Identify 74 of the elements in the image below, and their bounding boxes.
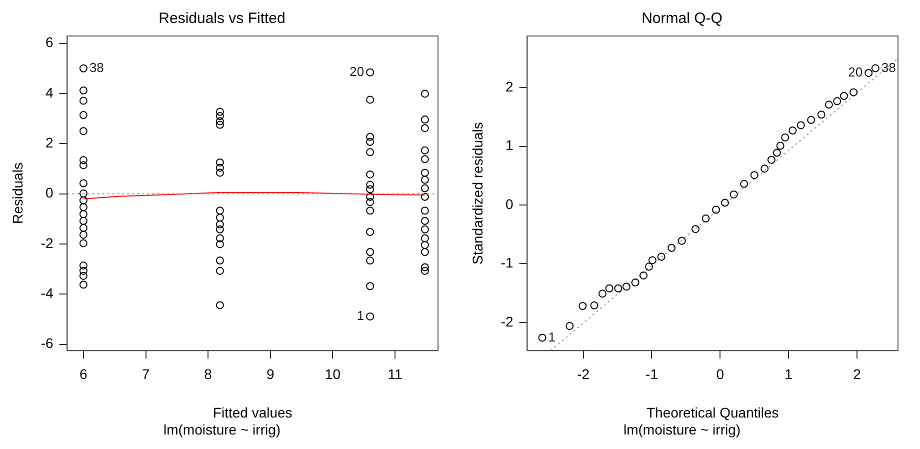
x-tick-label: 8 bbox=[204, 366, 212, 382]
y-axis-title: Standardized residuals bbox=[469, 122, 486, 265]
point bbox=[864, 68, 873, 77]
point bbox=[640, 271, 648, 280]
point bbox=[645, 262, 654, 271]
y-axis-title: Residuals bbox=[9, 162, 26, 224]
text: lm(moisture ~ irrig) bbox=[163, 421, 281, 438]
point bbox=[781, 134, 790, 142]
x-tick-label: -1 bbox=[646, 366, 658, 382]
point bbox=[767, 156, 776, 164]
y-tick-label: 0 bbox=[45, 184, 54, 201]
annotation: 20 bbox=[350, 64, 364, 79]
point bbox=[622, 282, 630, 291]
annotation: 20 bbox=[848, 64, 863, 80]
point bbox=[590, 301, 598, 310]
point bbox=[692, 225, 700, 234]
y-tick-label: -2 bbox=[40, 234, 54, 251]
x-tick-label: 1 bbox=[784, 366, 793, 382]
y-tick-label: -6 bbox=[40, 335, 54, 352]
point bbox=[614, 284, 622, 292]
point bbox=[817, 110, 826, 119]
point bbox=[578, 302, 587, 310]
point bbox=[678, 236, 686, 245]
chart-title: Normal Q-Q bbox=[642, 10, 722, 28]
y-tick-label: -4 bbox=[40, 285, 54, 302]
chart-title: Residuals vs Fitted bbox=[158, 10, 286, 28]
point bbox=[750, 171, 758, 180]
point bbox=[796, 121, 805, 130]
point bbox=[605, 284, 614, 292]
point bbox=[566, 322, 574, 330]
point bbox=[871, 64, 880, 72]
y-tick-label: 0 bbox=[505, 196, 514, 212]
x-tick-label: 7 bbox=[142, 366, 150, 382]
x-tick-label: -2 bbox=[577, 366, 590, 382]
point bbox=[730, 190, 738, 198]
text: lm(moisture ~ irrig) bbox=[623, 421, 741, 438]
y-tick-label: 4 bbox=[45, 84, 54, 100]
x-axis-title: Fitted values bbox=[212, 404, 292, 421]
point bbox=[807, 116, 816, 124]
point bbox=[720, 198, 729, 207]
point bbox=[631, 278, 640, 287]
y-tick-label: 2 bbox=[505, 78, 514, 95]
point bbox=[668, 244, 676, 252]
x-tick-label: 9 bbox=[266, 366, 274, 382]
point bbox=[833, 97, 842, 106]
point bbox=[824, 100, 833, 109]
point bbox=[776, 142, 784, 150]
point bbox=[538, 334, 546, 342]
x-axis-title: Theoretical Quantiles bbox=[646, 404, 779, 421]
point bbox=[702, 214, 710, 223]
x-tick-label: 2 bbox=[853, 366, 862, 382]
point bbox=[850, 88, 858, 96]
point bbox=[740, 180, 748, 188]
x-tick-label: 0 bbox=[716, 366, 724, 382]
point bbox=[648, 256, 656, 264]
point bbox=[760, 164, 769, 173]
annotation: 38 bbox=[881, 60, 896, 75]
x-tick-label: 10 bbox=[324, 366, 341, 382]
annotation: 38 bbox=[89, 60, 104, 75]
x-tick-label: 6 bbox=[80, 366, 88, 382]
y-tick-label: 6 bbox=[45, 34, 54, 50]
point bbox=[712, 206, 720, 214]
y-tick-label: -1 bbox=[500, 254, 514, 271]
point bbox=[657, 252, 666, 261]
y-tick-label: 1 bbox=[505, 137, 514, 154]
annotation: 1 bbox=[356, 308, 364, 324]
y-tick-label: -2 bbox=[500, 313, 514, 330]
point bbox=[598, 290, 606, 298]
y-tick-label: 2 bbox=[45, 134, 54, 150]
point bbox=[772, 148, 781, 157]
point bbox=[840, 92, 848, 100]
point bbox=[788, 126, 797, 134]
annotation: 1 bbox=[548, 329, 556, 344]
x-tick-label: 11 bbox=[388, 366, 402, 382]
